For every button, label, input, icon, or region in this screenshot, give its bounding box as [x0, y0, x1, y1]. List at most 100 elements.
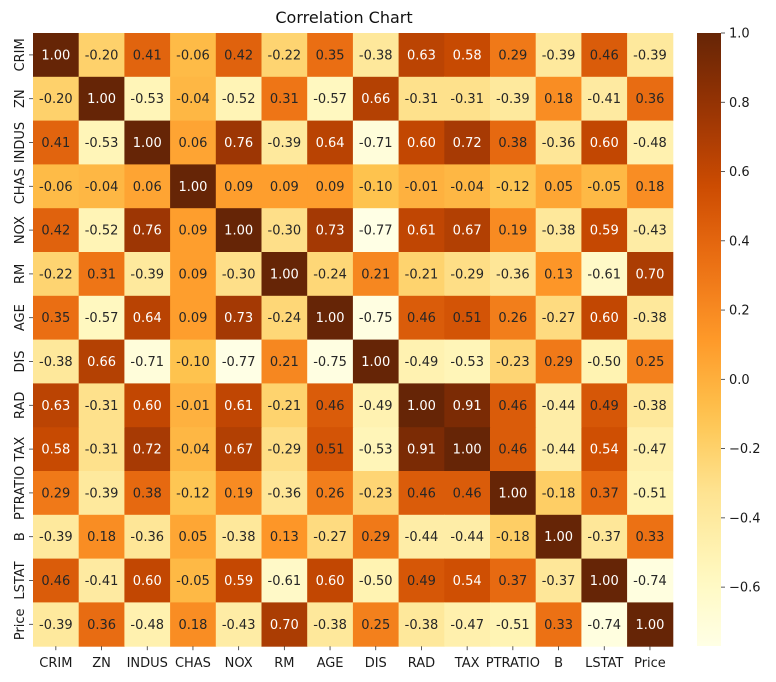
heatmap-cell-value: 0.36	[87, 618, 116, 633]
heatmap-cell	[490, 514, 537, 560]
heatmap-cell	[398, 164, 445, 209]
heatmap-cell-value: -0.39	[496, 92, 530, 107]
heatmap-cell-value: 0.46	[407, 486, 436, 501]
x-tick-label: INDUS	[127, 656, 168, 671]
heatmap-cell-value: -0.38	[313, 618, 347, 633]
heatmap-cell-value: -0.61	[268, 574, 302, 589]
heatmap-cell-value: -0.27	[542, 311, 576, 326]
heatmap-cell	[581, 252, 628, 297]
heatmap-cell-value: 0.33	[544, 618, 573, 633]
heatmap-cell	[170, 120, 217, 165]
heatmap-cell	[444, 76, 491, 122]
heatmap-cell	[215, 120, 262, 165]
heatmap-cell-value: -0.49	[405, 355, 439, 370]
y-tick-label: RM	[13, 264, 28, 284]
y-tick-label: RAD	[13, 392, 28, 419]
heatmap-cell-value: -0.39	[130, 267, 164, 282]
x-tick-label: LSTAT	[585, 656, 623, 671]
heatmap-cell	[307, 383, 354, 428]
y-tick-label: Price	[13, 608, 28, 640]
heatmap-cell-value: -0.30	[268, 224, 302, 239]
colorbar-tick-label: 0.4	[729, 234, 750, 249]
heatmap-cell	[535, 558, 582, 603]
heatmap-cell-value: 0.29	[361, 530, 390, 545]
heatmap-cell-value: 0.42	[224, 48, 253, 63]
heatmap-cell-value: 0.54	[453, 574, 482, 589]
heatmap-cell	[33, 602, 80, 647]
heatmap-cell	[398, 120, 445, 165]
heatmap-cell	[398, 33, 445, 78]
heatmap-cell-value: 0.54	[590, 443, 619, 458]
heatmap-cell-value: -0.12	[176, 486, 210, 501]
x-tick-label: RAD	[408, 656, 435, 671]
heatmap-cell	[581, 164, 628, 209]
heatmap-cell	[307, 76, 354, 122]
heatmap-cell	[398, 471, 445, 516]
heatmap-cell	[78, 295, 125, 341]
y-tick-label: AGE	[13, 304, 28, 331]
heatmap-cell-value: 0.05	[544, 180, 573, 195]
heatmap-cell-value: 0.41	[41, 136, 70, 151]
heatmap-cell-value: 0.18	[178, 618, 207, 633]
heatmap-cell-value: 0.29	[41, 486, 70, 501]
heatmap-cell-value: 0.09	[316, 180, 345, 195]
heatmap-cell-value: 1.00	[270, 267, 299, 282]
heatmap-cell-value: 1.00	[407, 399, 436, 414]
heatmap-cell-value: 0.38	[498, 136, 527, 151]
heatmap-cell-value: -0.36	[268, 486, 302, 501]
heatmap-cell	[627, 471, 674, 516]
heatmap-cell	[352, 76, 400, 122]
heatmap-cell	[170, 383, 217, 428]
heatmap-cell	[352, 164, 400, 209]
heatmap-cell-value: 0.60	[133, 574, 162, 589]
heatmap-cell	[444, 208, 491, 253]
heatmap-cell	[33, 427, 80, 472]
heatmap-cell-value: 0.06	[178, 136, 207, 151]
colorbar: 1.0 0.8 0.6 0.4 0.2 0.0 −0.2 −0.4 −0.6	[697, 27, 761, 646]
heatmap-cell-value: -0.22	[39, 267, 73, 282]
heatmap-cell-value: 1.00	[133, 136, 162, 151]
heatmap-cell	[398, 383, 445, 428]
heatmap-cell-value: 0.29	[498, 48, 527, 63]
heatmap-cell	[352, 120, 400, 165]
heatmap-cell-value: -0.43	[222, 618, 256, 633]
heatmap-cell	[581, 514, 628, 560]
heatmap-cell	[490, 208, 537, 253]
heatmap-cell	[444, 164, 491, 209]
heatmap-cell-value: 0.21	[270, 355, 299, 370]
heatmap-cell-value: 0.13	[544, 267, 573, 282]
heatmap-cell	[78, 208, 125, 253]
heatmap-cell-value: 0.60	[316, 574, 345, 589]
colorbar-tick-label: −0.4	[729, 511, 761, 526]
heatmap-cell-value: 0.31	[270, 92, 299, 107]
heatmap-cell	[124, 120, 171, 165]
heatmap-cell	[124, 514, 171, 560]
heatmap-cell-value: -0.36	[496, 267, 530, 282]
heatmap-cell	[581, 558, 628, 603]
heatmap-cell-value: 0.51	[316, 443, 345, 458]
heatmap-cell	[535, 602, 582, 647]
heatmap-cell-value: -0.44	[542, 399, 576, 414]
heatmap-cell-value: 0.46	[498, 399, 527, 414]
heatmap-cell-value: 0.46	[498, 443, 527, 458]
heatmap-cell	[352, 295, 400, 341]
x-tick-label: DIS	[365, 656, 387, 671]
colorbar-tick-label: −0.6	[729, 581, 761, 596]
heatmap-cell	[78, 383, 125, 428]
heatmap-cell	[33, 383, 80, 428]
heatmap-cell-value: -0.37	[587, 530, 621, 545]
heatmap-cell-value: 1.00	[453, 443, 482, 458]
heatmap-cell	[490, 76, 537, 122]
heatmap-cell	[627, 514, 674, 560]
heatmap-cell-value: 0.09	[178, 267, 207, 282]
heatmap-cell-value: 0.19	[224, 486, 253, 501]
heatmap-cell	[215, 427, 262, 472]
heatmap-cell	[490, 295, 537, 341]
heatmap-cell-value: -0.77	[222, 355, 256, 370]
heatmap-cell-value: 1.00	[224, 224, 253, 239]
heatmap-cell	[170, 295, 217, 341]
heatmap-cell-value: -0.10	[359, 180, 393, 195]
heatmap-cell-value: 0.70	[635, 267, 664, 282]
heatmap-cell-value: 0.09	[178, 311, 207, 326]
heatmap-cell-value: -0.61	[587, 267, 621, 282]
